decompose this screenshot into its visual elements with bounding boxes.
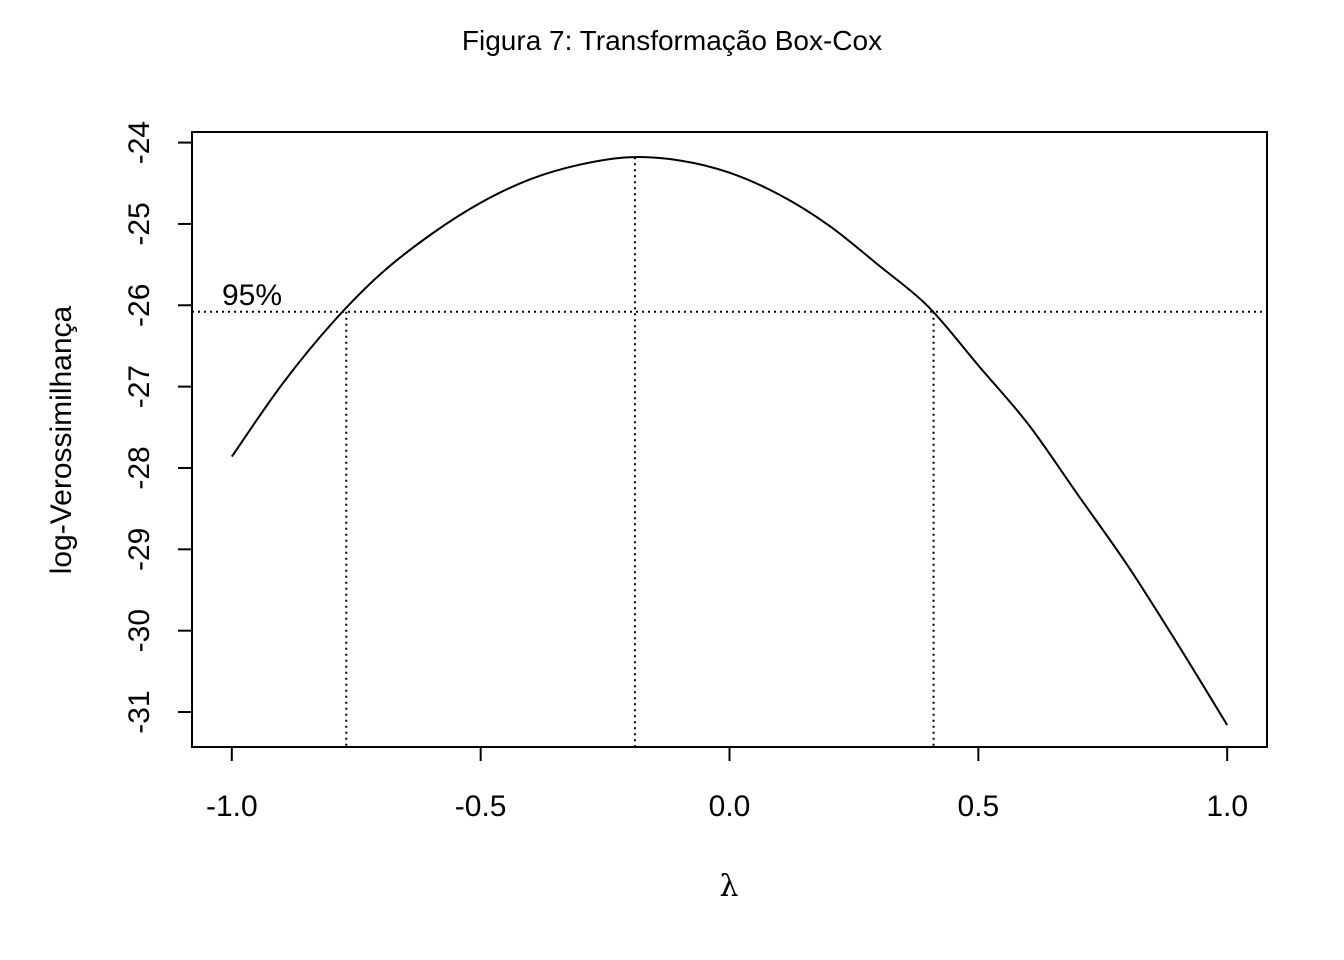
y-axis: -31 -30 -29 -28 -27 -26 -25 -24 (123, 121, 193, 734)
y-tick-label: -30 (123, 609, 156, 652)
reference-lines (192, 157, 1267, 747)
x-tick-label: 0.5 (957, 790, 999, 823)
y-axis-label: log-Verossimilhança (45, 305, 78, 574)
y-tick-label: -28 (123, 446, 156, 489)
y-tick-label: -29 (123, 528, 156, 571)
x-tick-label: -1.0 (206, 790, 258, 823)
x-tick-label: -0.5 (455, 790, 507, 823)
x-axis-label: λ (719, 869, 738, 904)
x-axis: -1.0 -0.5 0.0 0.5 1.0 (206, 746, 1248, 823)
y-tick-label: -26 (123, 284, 156, 327)
log-likelihood-curve (230, 156, 1229, 726)
plot-frame (191, 131, 1268, 748)
ci-95-label: 95% (222, 279, 282, 312)
y-tick-label: -27 (123, 365, 156, 408)
y-tick-label: -25 (123, 202, 156, 245)
chart-title: Figura 7: Transformação Box-Cox (462, 25, 882, 56)
y-tick-label: -31 (123, 690, 156, 733)
y-tick-label: -24 (123, 121, 156, 164)
x-tick-label: 0.0 (709, 790, 751, 823)
x-tick-label: 1.0 (1206, 790, 1248, 823)
